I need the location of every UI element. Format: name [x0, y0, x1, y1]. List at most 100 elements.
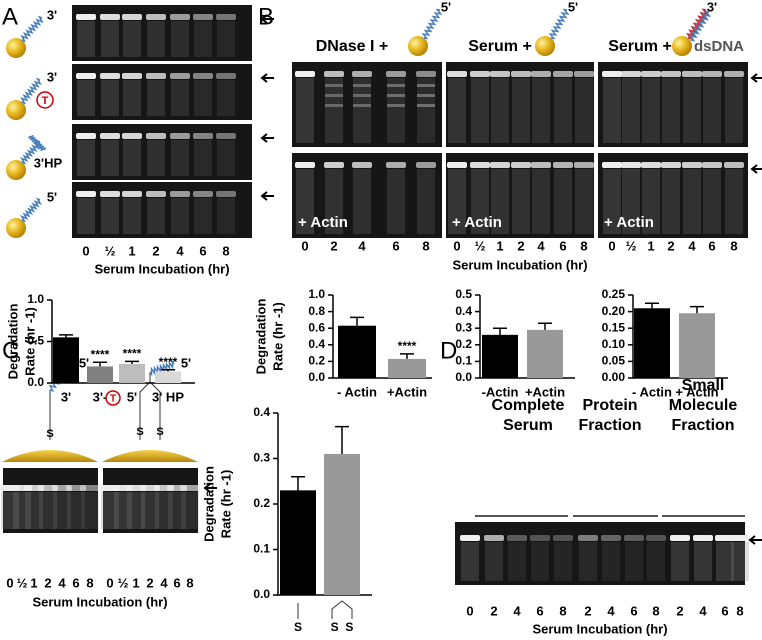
- label: 6: [721, 603, 728, 618]
- label: 1: [496, 238, 503, 253]
- y-tick-label: 0.2: [455, 337, 472, 351]
- label: -Actin: [482, 384, 519, 399]
- label: +Actin: [525, 384, 565, 399]
- gel-smear: [194, 140, 212, 176]
- gel-band: [621, 162, 641, 168]
- gel-smear: [101, 21, 119, 57]
- label: 2: [490, 603, 497, 618]
- gel-band: [146, 14, 166, 20]
- label: + Actin: [452, 214, 502, 231]
- label: +Actin: [387, 384, 427, 399]
- label: + Actin: [675, 384, 718, 399]
- gold-particle: [672, 36, 692, 56]
- y-axis-label: Degradation: [253, 299, 268, 375]
- gel-smear: [622, 78, 640, 143]
- label: ½: [17, 575, 28, 590]
- gel-band: [490, 162, 510, 168]
- y-tick-label: 0.15: [602, 320, 626, 334]
- label: 5': [127, 389, 137, 404]
- label: 3' HP: [152, 389, 184, 404]
- gel-band: [193, 191, 213, 197]
- gel-smear: [353, 78, 371, 143]
- gold-particle: [6, 218, 26, 238]
- gel-smear: [417, 169, 435, 234]
- label: 8: [736, 603, 743, 618]
- label: 3'-: [93, 389, 108, 404]
- gel-smear: [554, 169, 572, 234]
- label: ****: [398, 339, 417, 353]
- gel-band: [100, 191, 120, 197]
- label: 1: [30, 575, 37, 590]
- gel-band: [641, 71, 661, 77]
- gel-smear: [123, 140, 141, 176]
- dna-strand: [149, 359, 175, 377]
- label: 4: [537, 238, 545, 253]
- gel-smear: [123, 21, 141, 57]
- y-axis-label: Degradation: [201, 466, 216, 542]
- y-tick-label: 0.0: [253, 587, 270, 601]
- gel-band: [80, 485, 100, 491]
- y-tick-label: 0.10: [602, 337, 626, 351]
- gold-particle: [6, 38, 26, 58]
- gel-smear: [171, 140, 189, 176]
- linker-icon: [331, 600, 353, 619]
- gel-band: [122, 133, 142, 139]
- gel-smear: [217, 80, 235, 116]
- gel-smear: [147, 21, 165, 57]
- dna-strand: [421, 8, 443, 40]
- gel: [103, 468, 198, 533]
- label: 2: [330, 238, 337, 253]
- gel-smear: [101, 140, 119, 176]
- bar: [482, 334, 518, 378]
- dna-strand: [686, 8, 709, 40]
- label: 5': [47, 189, 57, 204]
- label: 4: [160, 575, 168, 590]
- label: 6: [392, 238, 399, 253]
- gel-smear: [123, 198, 141, 234]
- label: 4: [58, 575, 66, 590]
- gel-smear: [39, 492, 57, 529]
- y-tick-label: 0.5: [27, 334, 44, 348]
- gel-smear: [217, 21, 235, 57]
- gel-smear: [147, 140, 165, 176]
- dna-strand: [28, 134, 46, 152]
- gel-band: [490, 71, 510, 77]
- label: T: [42, 95, 49, 107]
- gel-band: [353, 104, 371, 107]
- gel-smear: [716, 542, 734, 581]
- linker: [139, 372, 161, 440]
- label: 5': [181, 355, 191, 370]
- gel-smear: [171, 21, 189, 57]
- y-tick-label: 0.00: [602, 370, 626, 384]
- y-tick-label: 0.4: [253, 405, 270, 419]
- arrow: [750, 73, 762, 83]
- gel-smear: [683, 78, 701, 143]
- gel-smear: [642, 78, 660, 143]
- arrow: [260, 14, 274, 24]
- gel-smear: [325, 169, 343, 234]
- gel-smear: [1, 492, 19, 529]
- gel-band: [76, 133, 96, 139]
- y-axis-label: Degradation: [5, 304, 20, 380]
- gel-band: [325, 104, 343, 107]
- bar: [634, 308, 670, 378]
- label: ½: [105, 243, 116, 258]
- gel-band: [417, 94, 435, 97]
- gel-smear: [387, 169, 405, 234]
- error-bar: [400, 353, 414, 359]
- label: 2: [44, 575, 51, 590]
- label: S S: [331, 620, 354, 634]
- gel-band: [146, 73, 166, 79]
- gel-band: [602, 162, 622, 168]
- dna-strand: [689, 10, 712, 42]
- arrow: [748, 535, 762, 545]
- label: DNase I +: [316, 38, 388, 55]
- label: - Actin: [337, 384, 377, 399]
- gel-smear: [491, 169, 509, 234]
- gel-band: [507, 535, 527, 541]
- gel-band: [531, 162, 551, 168]
- error-bar: [125, 360, 139, 364]
- gel-smear: [325, 78, 343, 143]
- gel-band: [324, 162, 344, 168]
